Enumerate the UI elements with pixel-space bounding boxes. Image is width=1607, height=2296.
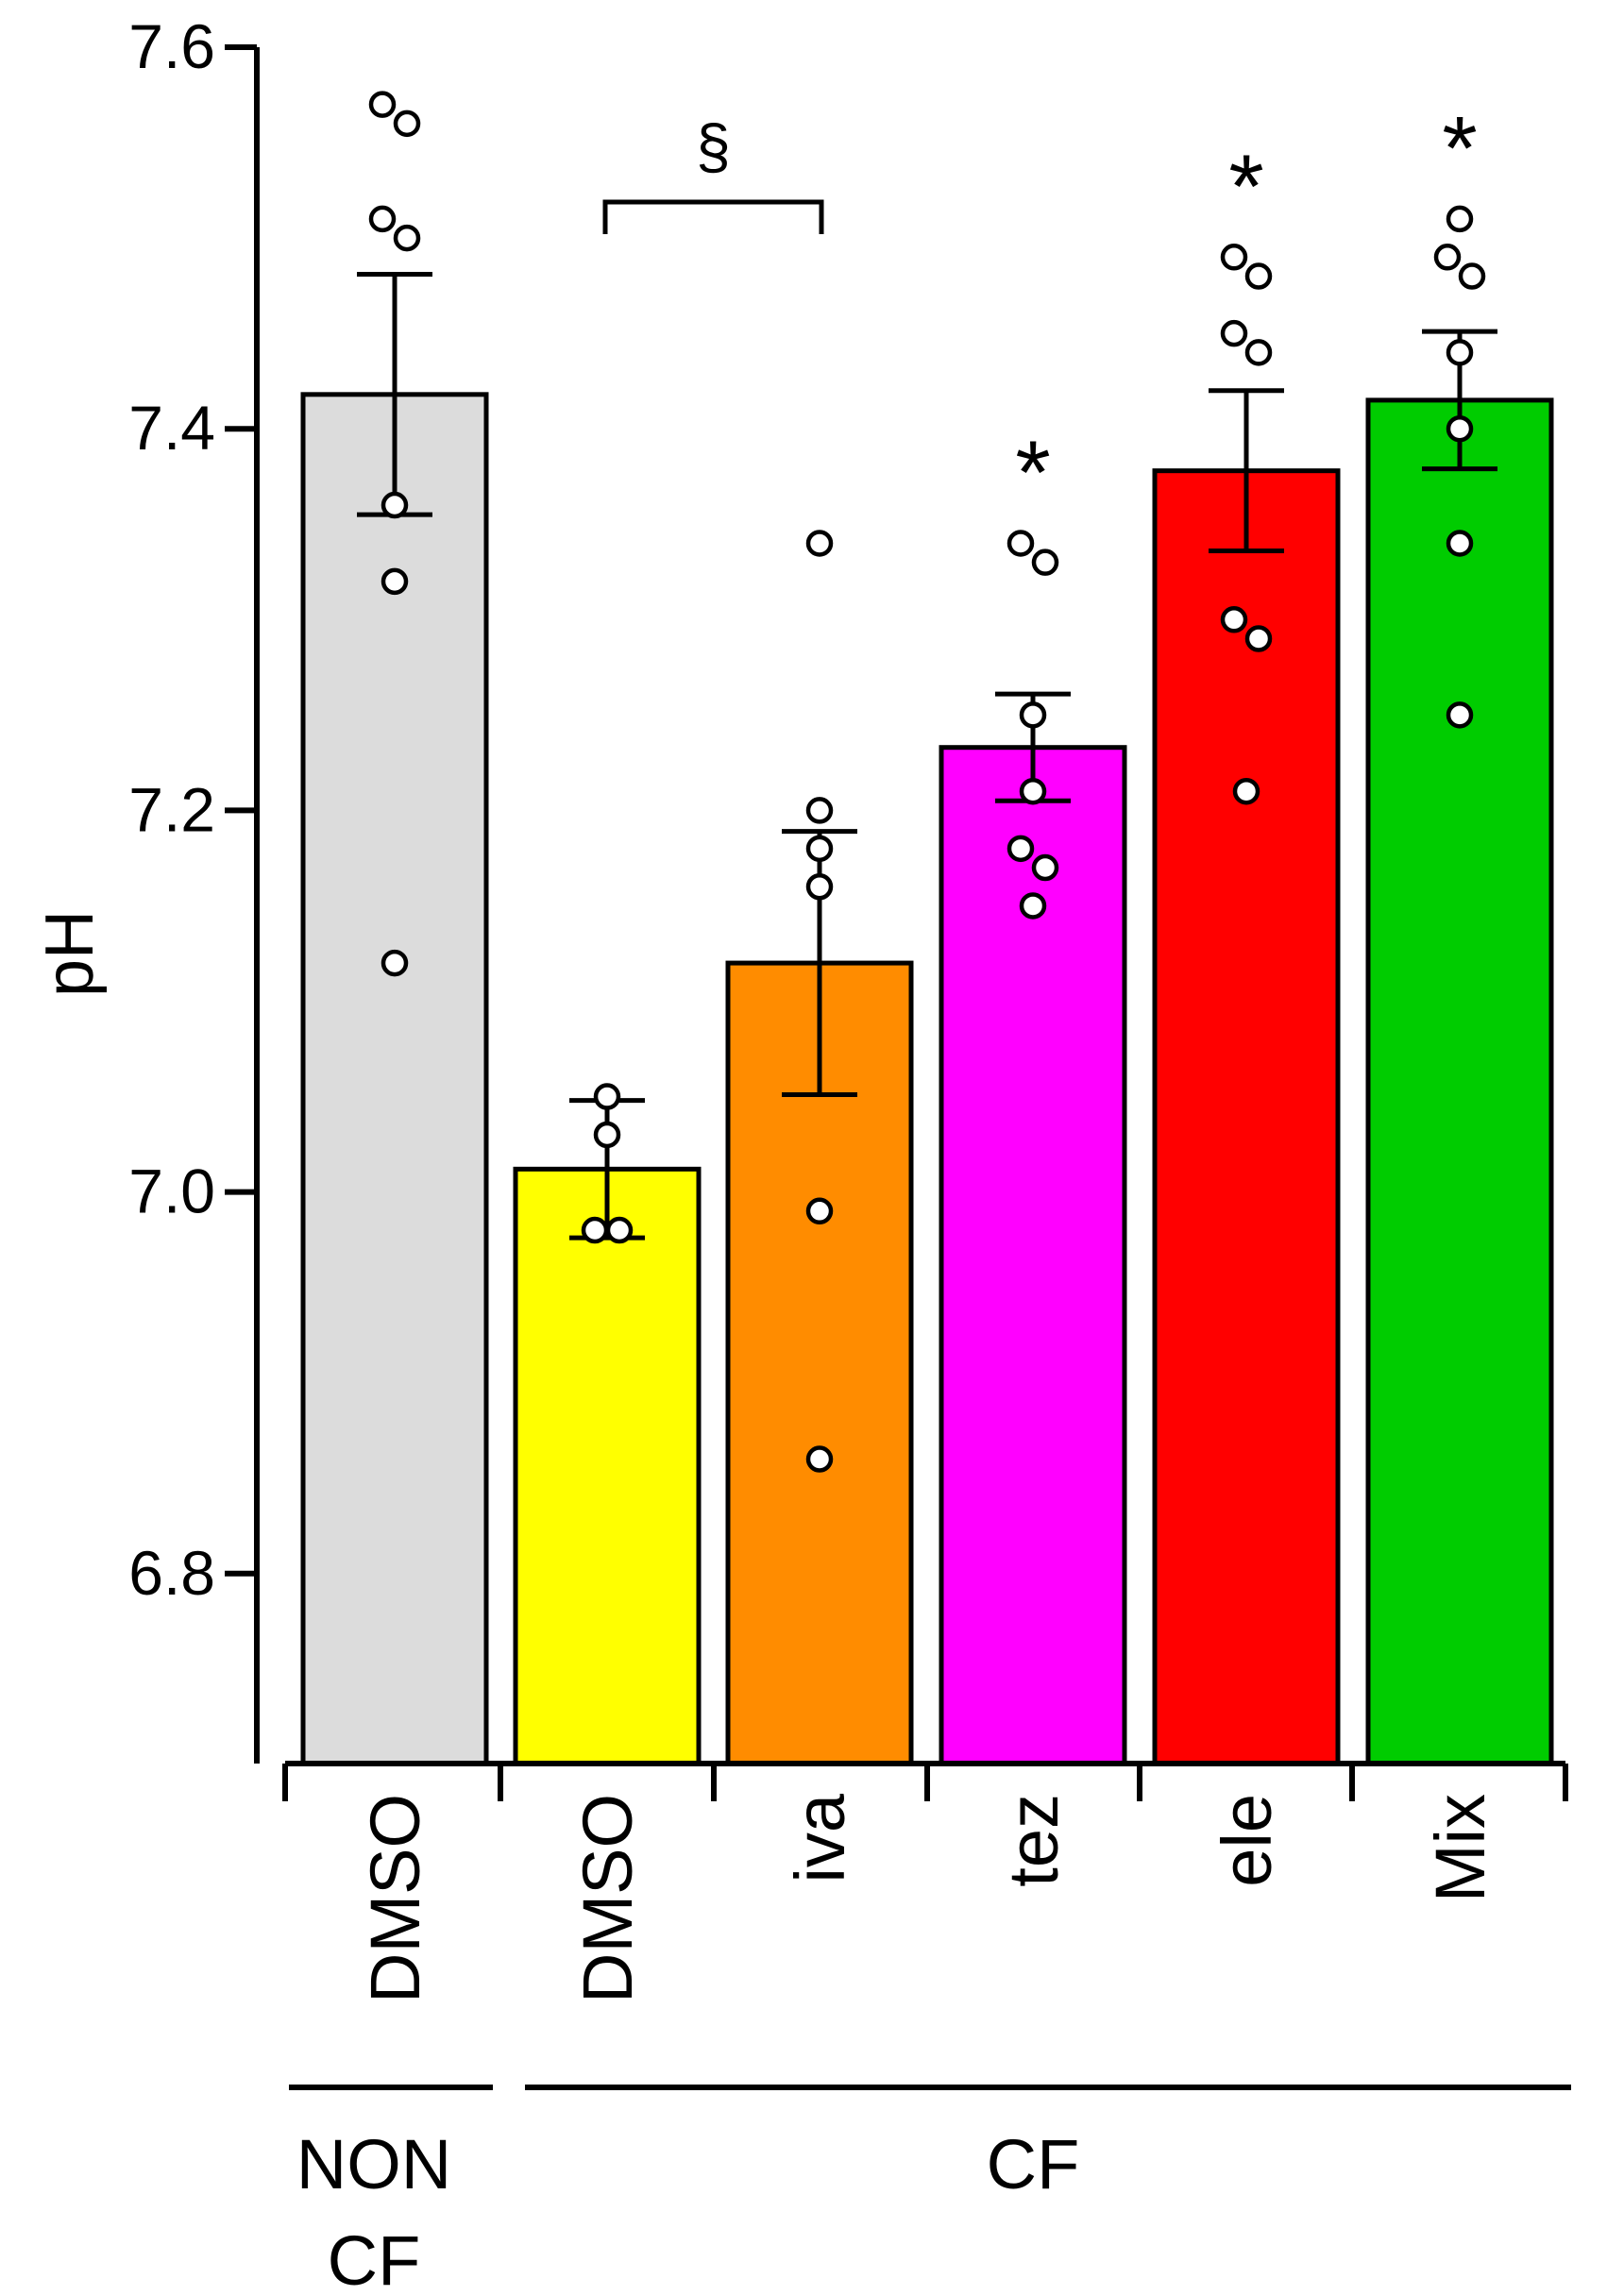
data-point <box>393 224 421 252</box>
y-tick-label: 7.0 <box>128 1156 215 1226</box>
data-point <box>393 110 421 138</box>
bar-4 <box>1152 468 1341 1766</box>
data-point <box>1220 606 1248 633</box>
data-point <box>1244 339 1273 366</box>
data-point <box>805 530 834 557</box>
x-tick-label-1: DMSO <box>568 1794 647 2003</box>
bar-5 <box>1365 397 1554 1766</box>
data-point <box>368 91 397 118</box>
data-point <box>1220 244 1248 271</box>
data-point <box>805 1445 834 1473</box>
data-point <box>1006 530 1035 557</box>
significance-star: * <box>1442 98 1477 199</box>
y-axis-label: pH <box>32 910 108 997</box>
x-tick-label-3: tez <box>994 1794 1073 1887</box>
x-tick-label-5: Mix <box>1421 1794 1499 1902</box>
data-point <box>1006 835 1035 863</box>
bracket-mark: § <box>696 111 731 181</box>
bar-1 <box>513 1166 702 1766</box>
data-point <box>1433 244 1462 271</box>
data-point <box>805 1197 834 1225</box>
y-tick-label: 6.8 <box>128 1538 215 1608</box>
data-point <box>1446 339 1474 366</box>
data-point <box>1244 625 1273 652</box>
data-point <box>368 205 397 233</box>
data-point <box>1019 777 1047 805</box>
data-point <box>805 872 834 901</box>
data-point <box>1220 319 1248 347</box>
data-point <box>1244 262 1273 290</box>
data-point <box>381 491 409 519</box>
y-tick-label: 7.4 <box>128 393 215 463</box>
data-point <box>381 949 409 977</box>
data-point <box>1446 205 1474 233</box>
data-point <box>1031 549 1059 576</box>
data-point <box>1446 414 1474 443</box>
significance-star: * <box>1015 422 1050 523</box>
data-point <box>381 567 409 596</box>
data-point <box>805 835 834 863</box>
x-tick-label-0: DMSO <box>356 1794 434 2003</box>
bar-0 <box>300 392 489 1766</box>
group-label-non-cf-line: CF <box>328 2221 421 2296</box>
data-point <box>1446 530 1474 557</box>
data-point <box>1019 701 1047 729</box>
x-tick-label-2: iva <box>781 1793 859 1882</box>
data-point <box>581 1216 609 1244</box>
significance-star: * <box>1228 136 1263 237</box>
data-point <box>1458 262 1486 290</box>
data-point <box>1031 853 1059 882</box>
comparison-bracket <box>602 199 824 234</box>
data-point <box>1019 892 1047 920</box>
group-label-non-cf-line: NON <box>296 2125 451 2203</box>
data-point <box>593 1083 621 1110</box>
data-point <box>1446 701 1474 729</box>
y-tick-label: 7.2 <box>128 774 215 844</box>
data-point <box>805 797 834 824</box>
data-point <box>593 1121 621 1149</box>
data-point <box>1232 777 1260 805</box>
y-tick-label: 7.6 <box>128 11 215 81</box>
data-point <box>605 1216 634 1244</box>
x-tick-label-4: ele <box>1208 1794 1286 1887</box>
group-label-cf: CF <box>987 2125 1080 2203</box>
